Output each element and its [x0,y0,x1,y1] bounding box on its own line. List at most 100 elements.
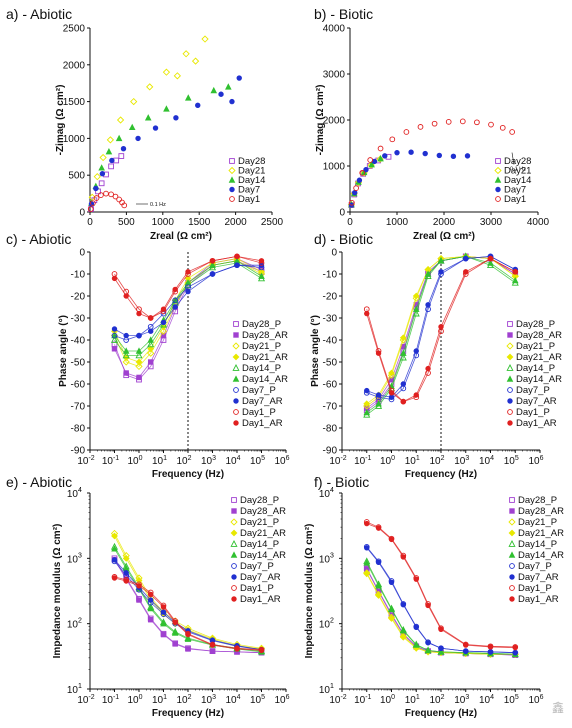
legend-label: Day1_P [518,583,552,594]
data-point [184,94,192,101]
data-point [111,557,118,563]
data-point [87,206,94,212]
x-tick-label: 10-1 [354,694,371,706]
data-point [408,149,414,155]
data-point [438,269,444,275]
series-day1-ar [364,255,518,405]
data-point [172,297,179,304]
x-tick-label: 105 [504,455,519,467]
legend-marker [233,409,239,415]
legend-marker [495,186,501,193]
data-point [130,97,138,106]
series-line [366,258,516,403]
series-line [366,523,516,649]
legend-marker [229,158,235,164]
data-point [106,136,115,144]
data-point [136,332,142,339]
series-line [114,559,262,654]
series-line [114,533,262,649]
legend-marker [231,563,237,569]
data-point [359,170,366,176]
data-point [128,123,136,131]
legend-label: Day1_P [240,583,274,594]
data-point [388,390,395,396]
data-point [437,257,445,264]
series-line [114,260,262,352]
legend-label: Day21_AR [516,352,562,363]
legend-marker [507,398,513,404]
data-point [363,559,371,566]
data-point [463,648,469,654]
data-point [108,163,114,170]
legend-label: Day7_P [242,385,276,396]
data-point [225,83,232,90]
data-point [382,153,388,159]
data-point [363,570,371,578]
data-point [375,525,382,531]
x-tick-label: 2000 [224,217,247,228]
y-tick-label: 10 [67,489,79,500]
data-point [93,173,101,181]
data-point [135,358,143,366]
x-tick-label: 10-1 [102,694,119,706]
data-point [172,286,178,293]
data-point [400,349,407,356]
y-tick-label: 3000 [323,70,346,81]
chart-panel-c: c) - Abiotic 10-2 10-1 100 101 102 103 104 105 10… [6,231,290,480]
y-tick-label: -60 [71,380,86,391]
legend-label: Day21 [238,166,265,177]
legend-label: Day21_P [240,517,279,528]
data-point [487,649,494,655]
data-point [93,195,100,201]
annotation-label: 0.1 Hz [510,167,526,173]
data-point [122,347,130,354]
data-point [123,578,129,584]
legend-label: Day7_P [240,561,274,572]
data-point [109,157,115,164]
x-tick-label: 103 [454,694,469,706]
y-tick-label: 10 [319,489,331,500]
data-point [99,153,107,162]
data-point [488,121,494,128]
data-point [400,381,407,387]
data-point [236,75,242,81]
data-point [450,153,457,160]
legend-label: Day21_P [516,341,555,352]
x-tick-label: 3000 [480,217,503,228]
data-point [111,575,118,581]
y-axis-label: Impedance modulus (Ω cm²) [304,524,315,659]
data-point [111,326,118,332]
x-tick-label: 2500 [261,217,284,228]
watermark-logo: 鑫 [552,700,564,715]
x-tick-label: 104 [225,694,240,706]
x-axis-label: Zreal (Ω cm²) [150,231,212,242]
data-point [111,346,118,352]
x-tick-label: 104 [225,455,240,467]
y-tick-label: -60 [323,380,338,391]
y-tick-label: -50 [323,358,338,369]
series-line [114,561,262,651]
y-tick-label: -30 [71,314,86,325]
legend-label: Day1_AR [240,594,281,605]
x-tick-label: 103 [201,455,216,467]
series-line [366,521,516,648]
series-line [114,262,262,356]
x-tick-label: 105 [504,694,519,706]
data-point [136,597,142,603]
data-point [363,166,369,173]
data-point [388,605,395,613]
data-point [110,336,119,343]
data-point [210,86,218,94]
data-point [152,125,159,131]
data-point [367,157,374,163]
series-day1-ar [111,575,265,654]
data-point [136,583,142,589]
legend-marker [508,551,516,558]
data-point [136,374,142,381]
data-point [123,332,129,339]
data-point [123,370,129,376]
